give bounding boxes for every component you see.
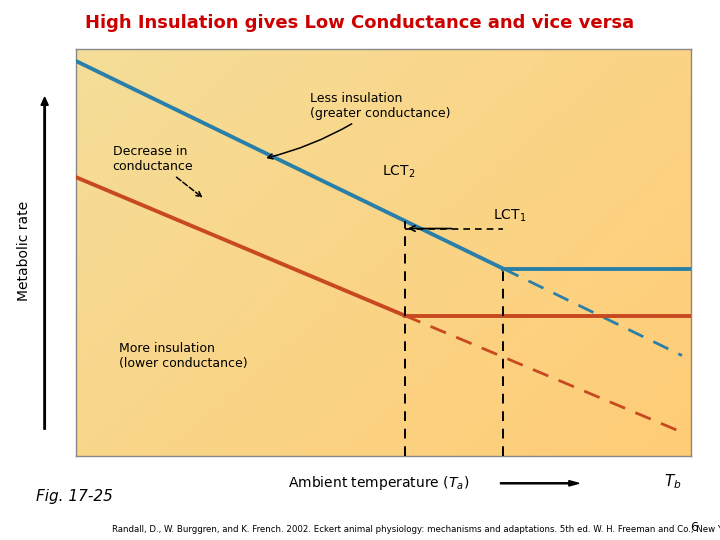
Text: Fig. 17-25: Fig. 17-25	[36, 489, 113, 504]
Text: Randall, D., W. Burggren, and K. French. 2002. Eckert animal physiology: mechani: Randall, D., W. Burggren, and K. French.…	[112, 524, 720, 534]
Text: Decrease in
conductance: Decrease in conductance	[112, 145, 202, 197]
Text: $T_b$: $T_b$	[665, 472, 682, 491]
Text: Ambient temperature ($T_a$): Ambient temperature ($T_a$)	[288, 474, 469, 492]
Text: More insulation
(lower conductance): More insulation (lower conductance)	[119, 342, 247, 370]
Text: Less insulation
(greater conductance): Less insulation (greater conductance)	[268, 92, 450, 159]
Text: High Insulation gives Low Conductance and vice versa: High Insulation gives Low Conductance an…	[86, 14, 634, 31]
Text: 6: 6	[690, 521, 698, 534]
Text: LCT$_1$: LCT$_1$	[493, 207, 526, 224]
Text: LCT$_2$: LCT$_2$	[382, 164, 415, 180]
Text: Metabolic rate: Metabolic rate	[17, 201, 31, 301]
